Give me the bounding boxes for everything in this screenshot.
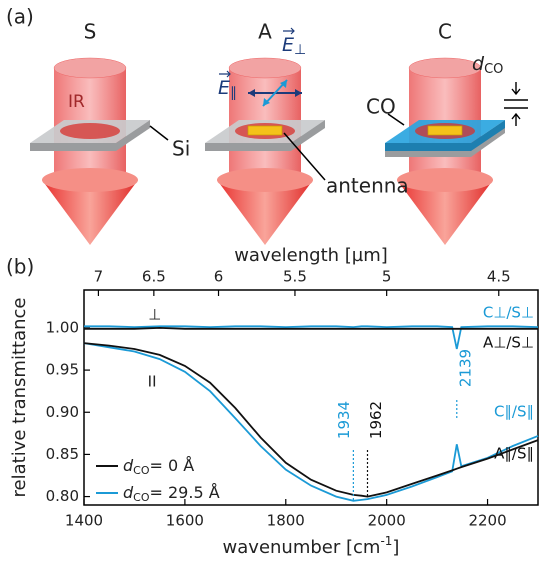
y-tick-label: 0.80 (46, 487, 79, 505)
page: {"panel_a": {"label": "(a)", "columns": … (0, 0, 541, 563)
y-tick-label: 0.95 (46, 361, 79, 379)
panel-b: (b) 1400 1600 1800 2000 2200 7 6.5 6 5.5 5 4.5 0.80 0… (6, 245, 538, 558)
panel-label: (b) (6, 255, 34, 279)
x-tick-label: 2000 (368, 512, 406, 530)
x-tick-label: 2200 (468, 512, 506, 530)
legend-label: dCO= 29.5 Å (123, 483, 220, 505)
antenna (248, 126, 282, 135)
symbol: d (472, 53, 485, 75)
plate-front (205, 143, 291, 151)
series-line (84, 326, 538, 349)
y-tick-label: 0.85 (46, 445, 79, 463)
y-tick-label: 0.90 (46, 403, 79, 421)
label: CO (366, 95, 396, 119)
figure: IRSiantennaCOE∥E⊥dCO (a) S A C (b)140016… (0, 0, 541, 563)
ir-cone-top (42, 168, 138, 192)
marker-label: 1934 (335, 401, 353, 439)
series-label: C⊥/S⊥ (483, 304, 534, 322)
series-label: A∥/S∥ (494, 445, 534, 463)
x2-tick-label: 6.5 (142, 268, 166, 286)
y-tick-label: 1.00 (46, 318, 79, 336)
field-label: E⊥ (282, 34, 306, 59)
ir-beam-top (54, 58, 126, 78)
legend-label: dCO= 0 Å (123, 456, 194, 478)
thickness-label: dCO (472, 53, 503, 77)
x2-axis-label: wavelength [µm] (234, 245, 388, 266)
legend-text: = 0 Å (150, 456, 195, 475)
x2-tick-label: 6 (214, 268, 224, 286)
plate-front (385, 143, 471, 151)
thickness-arrows (504, 82, 528, 126)
label-sup: -1 (380, 534, 392, 548)
x2-tick-label: 5.5 (283, 268, 307, 286)
symbol: E (218, 77, 230, 99)
x-axis-label: wavenumber [cm-1] (223, 534, 400, 559)
y-axis-label: relative transmittance (9, 298, 30, 498)
subscript: ∥ (230, 85, 237, 101)
column-label: S (84, 20, 97, 44)
label: antenna (326, 174, 409, 198)
x2-tick-label: 5 (382, 268, 392, 286)
legend-text: = 29.5 Å (150, 483, 220, 502)
beam-spot (60, 123, 120, 139)
x2-tick-label: 4.5 (487, 268, 511, 286)
subscript: CO (133, 464, 150, 477)
plate-front (30, 143, 116, 151)
series-line (84, 328, 538, 329)
perp-label: ⊥ (148, 306, 161, 324)
antenna (428, 126, 462, 135)
x2-tick-label: 7 (94, 268, 104, 286)
subscript: ⊥ (294, 42, 306, 58)
series-label: A⊥/S⊥ (483, 333, 534, 351)
arrow (150, 126, 168, 140)
label: IR (68, 92, 85, 112)
ir-cone-top (397, 168, 493, 192)
ir-cone-top (217, 168, 313, 192)
ir-beam-top (229, 58, 301, 78)
par-label: II (148, 373, 157, 391)
x-tick-label: 1400 (65, 512, 103, 530)
label: Si (172, 137, 190, 161)
subscript: CO (484, 62, 503, 77)
label-text: wavenumber [cm (223, 537, 381, 558)
x-tick-label: 1800 (267, 512, 305, 530)
symbol: E (282, 34, 294, 56)
panel-label: (a) (6, 5, 34, 29)
label-end: ] (392, 537, 399, 558)
ir-beam-top (409, 58, 481, 78)
series-label: C∥/S∥ (494, 402, 534, 420)
marker-label: 1962 (367, 401, 385, 439)
column-label: A (258, 20, 272, 44)
column-label: C (438, 20, 452, 44)
subscript: CO (133, 491, 150, 504)
x-tick-label: 1600 (166, 512, 204, 530)
marker-label: 2139 (456, 349, 474, 387)
